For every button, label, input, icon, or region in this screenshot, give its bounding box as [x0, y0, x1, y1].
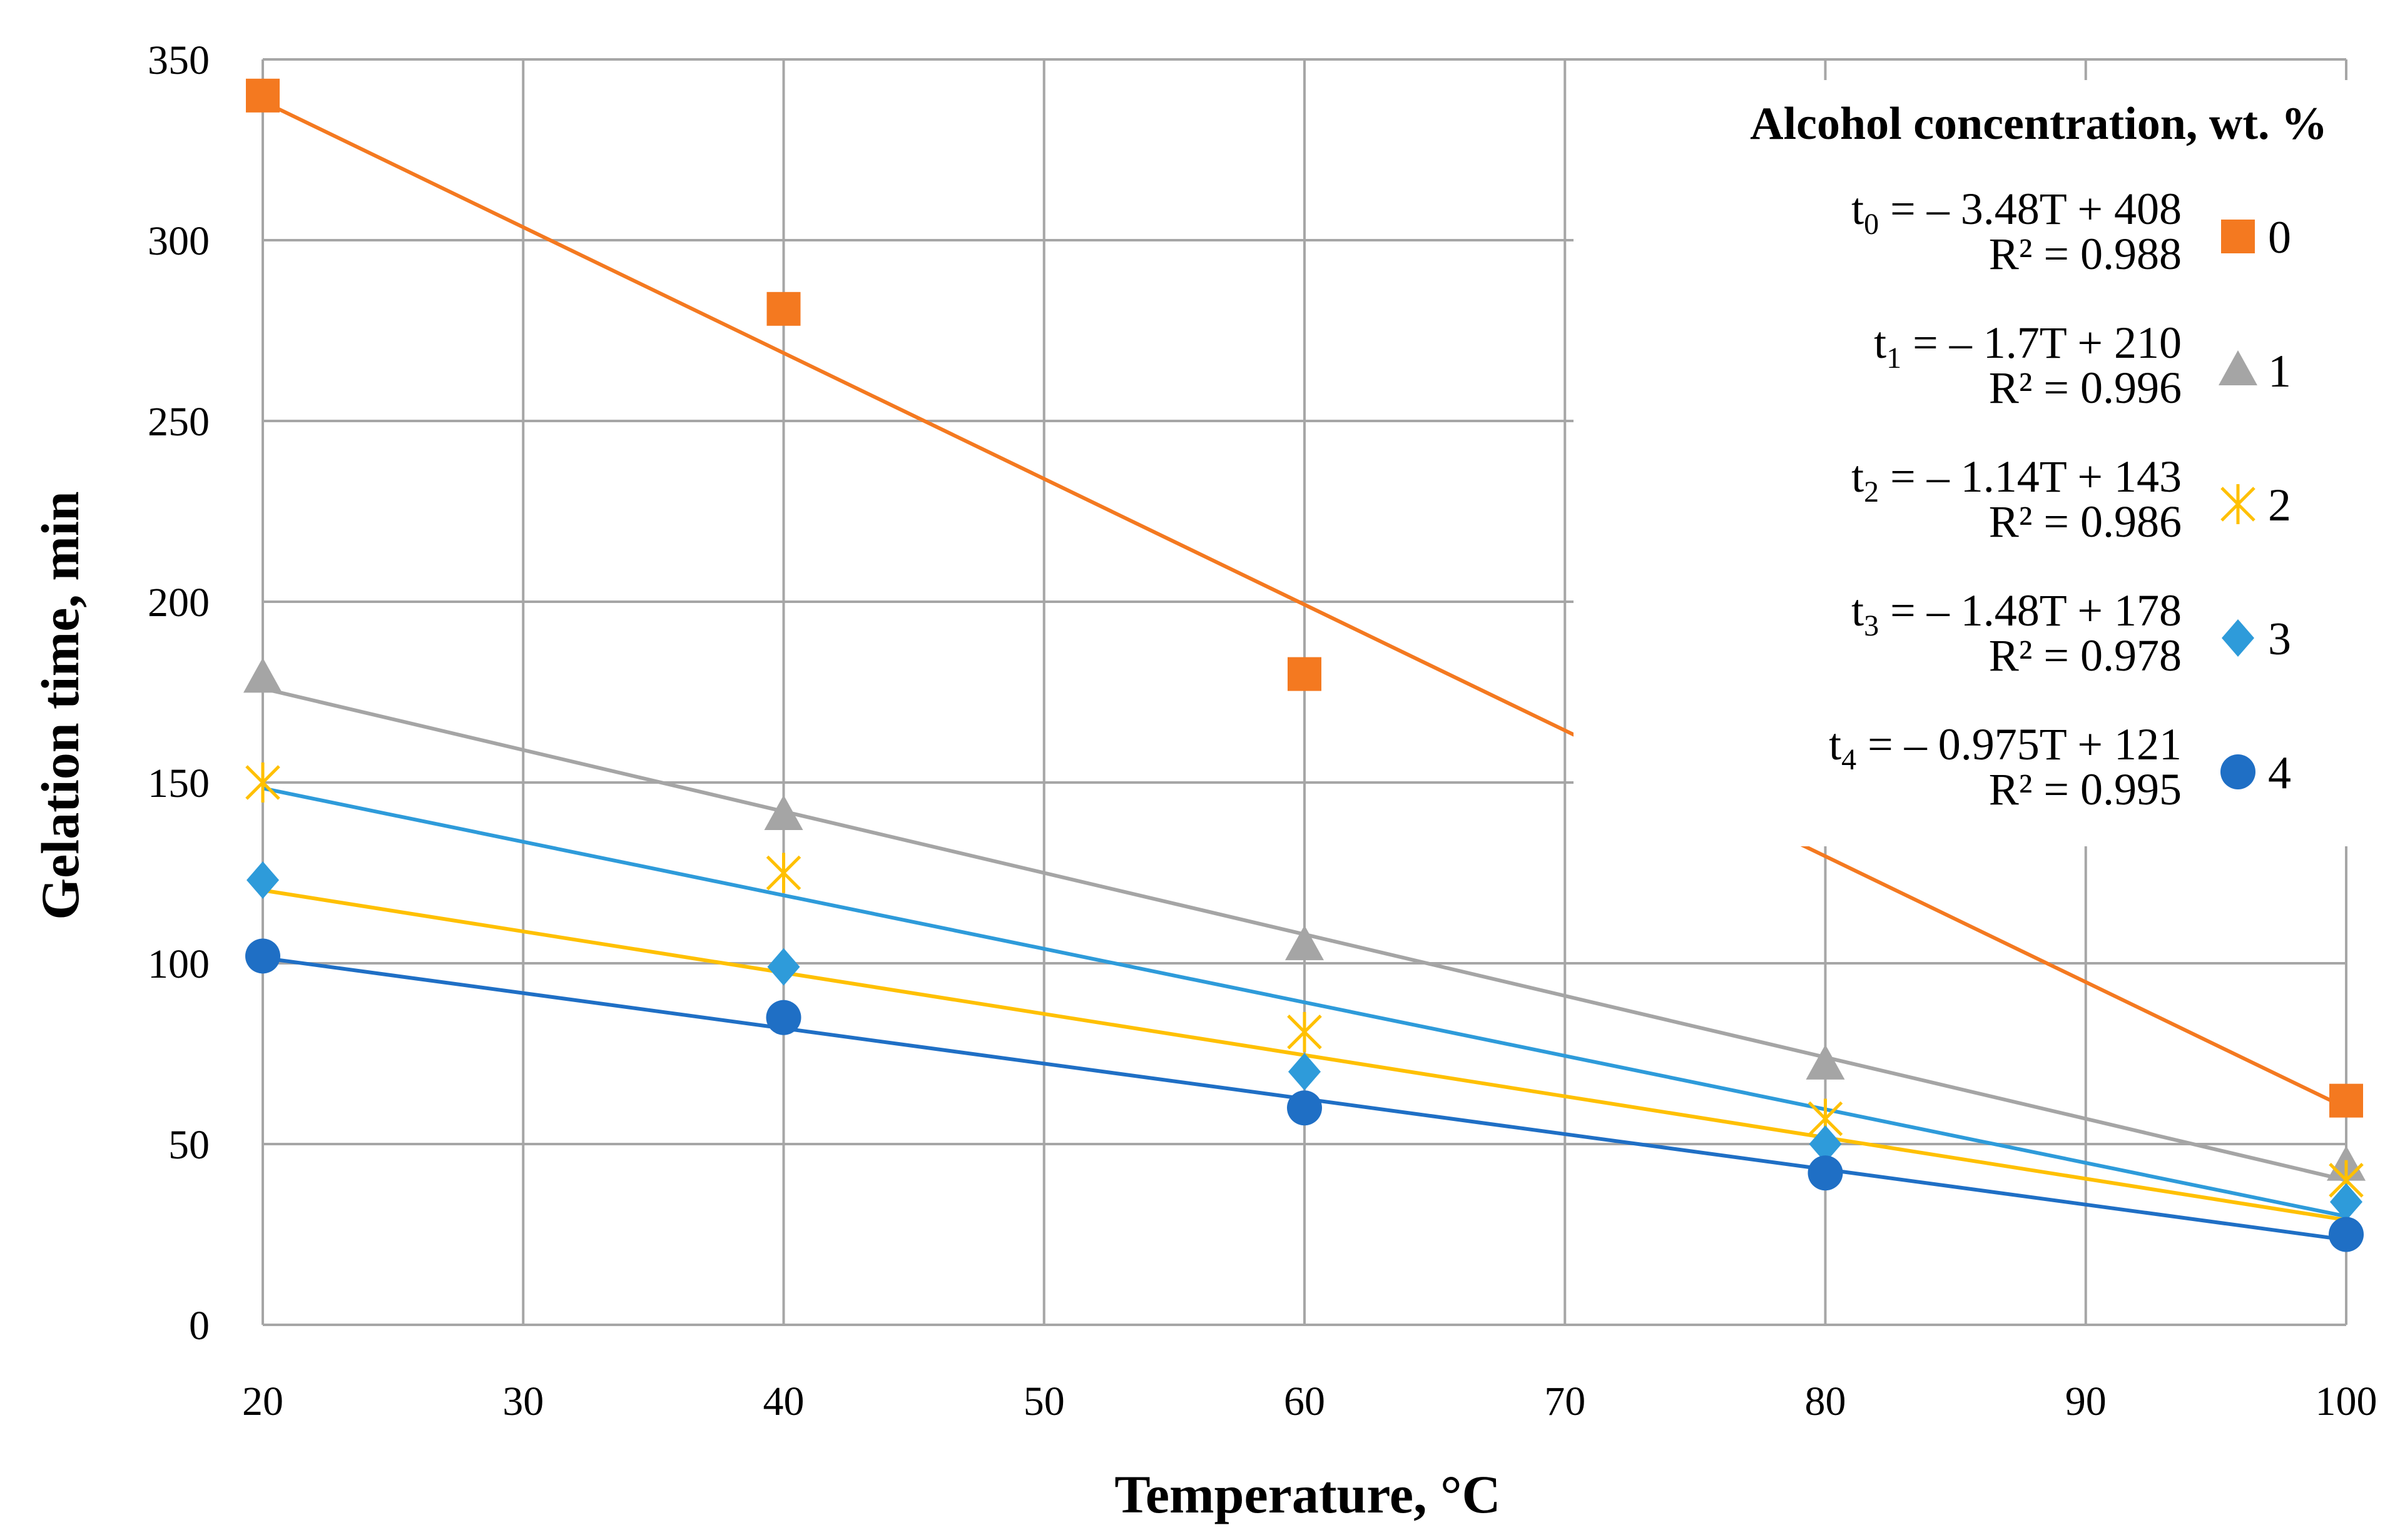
data-point-series-2 [245, 762, 280, 803]
trendline-0 [262, 99, 2347, 1110]
y-tick-label: 200 [148, 580, 210, 626]
y-tick-label: 100 [148, 941, 210, 987]
legend: Alcohol concentration, wt. % t0 = – 3.48… [1750, 98, 2327, 814]
x-tick-labels: 20 30 40 50 60 70 80 90 100 [242, 1379, 2377, 1424]
y-tick-label: 250 [148, 399, 210, 445]
y-tick-label: 50 [168, 1122, 210, 1168]
legend-title: Alcohol concentration, wt. % [1750, 98, 2327, 149]
x-tick-label: 80 [1805, 1379, 1846, 1424]
legend-marker-1 [2219, 350, 2257, 385]
legend-r2-2: R² = 0.986 [1989, 497, 2182, 547]
data-point-series-0 [766, 291, 801, 326]
legend-label-0: 0 [2268, 212, 2291, 263]
legend-equation-2: t2 = – 1.14T + 143 [1851, 452, 2182, 509]
x-tick-label: 100 [2316, 1379, 2377, 1424]
data-point-series-1 [1285, 925, 1324, 961]
y-tick-label: 0 [189, 1303, 210, 1349]
data-point-series-3 [767, 948, 800, 986]
legend-r2-4: R² = 0.995 [1989, 764, 2182, 814]
data-point-series-3 [2330, 1183, 2362, 1221]
legend-equation-3: t3 = – 1.48T + 178 [1851, 585, 2182, 642]
data-point-series-2 [1287, 1011, 1322, 1052]
legend-equation-0: t0 = – 3.48T + 408 [1851, 184, 2182, 241]
data-point-series-3 [247, 861, 279, 899]
data-point-series-1 [1806, 1044, 1845, 1080]
legend-r2-1: R² = 0.996 [1989, 363, 2182, 413]
legend-label-1: 1 [2268, 346, 2291, 397]
legend-label-4: 4 [2268, 747, 2291, 799]
data-point-series-2 [766, 853, 801, 893]
data-point-series-4 [1287, 1090, 1322, 1126]
data-point-series-4 [2329, 1217, 2364, 1252]
x-axis-title: Temperature, °C [1114, 1464, 1500, 1524]
x-tick-label: 20 [242, 1379, 283, 1424]
x-tick-label: 50 [1024, 1379, 1065, 1424]
data-point-series-3 [1809, 1125, 1842, 1163]
legend-marker-3 [2222, 619, 2254, 657]
x-tick-label: 40 [763, 1379, 805, 1424]
x-tick-label: 90 [2065, 1379, 2107, 1424]
y-tick-label: 300 [148, 218, 210, 264]
data-point-series-4 [245, 938, 280, 974]
data-point-series-0 [246, 78, 280, 113]
x-tick-label: 60 [1284, 1379, 1325, 1424]
legend-equation-4: t4 = – 0.975T + 121 [1829, 719, 2182, 776]
y-axis-title: Gelation time, min [30, 491, 90, 920]
data-point-series-1 [764, 795, 803, 831]
x-tick-label: 70 [1544, 1379, 1585, 1424]
legend-label-2: 2 [2268, 480, 2291, 531]
y-tick-label: 350 [148, 38, 210, 83]
data-point-series-3 [1288, 1053, 1321, 1091]
y-tick-labels: 0 50 100 150 200 250 300 350 [148, 38, 210, 1349]
data-point-series-1 [243, 657, 282, 693]
legend-equation-1: t1 = – 1.7T + 210 [1874, 318, 2182, 375]
trendline-3 [262, 786, 2347, 1218]
x-tick-label: 30 [502, 1379, 544, 1424]
y-tick-label: 150 [148, 761, 210, 806]
legend-marker-2 [2220, 484, 2255, 524]
legend-marker-0 [2221, 220, 2255, 253]
data-point-series-0 [2329, 1083, 2363, 1118]
legend-marker-4 [2220, 754, 2255, 789]
data-point-series-4 [1808, 1155, 1843, 1191]
data-point-series-0 [1288, 657, 1321, 691]
legend-background [1574, 80, 2349, 846]
data-point-series-4 [766, 1000, 801, 1035]
legend-r2-0: R² = 0.988 [1989, 229, 2182, 279]
legend-label-3: 3 [2268, 614, 2291, 665]
legend-r2-3: R² = 0.978 [1989, 631, 2182, 681]
